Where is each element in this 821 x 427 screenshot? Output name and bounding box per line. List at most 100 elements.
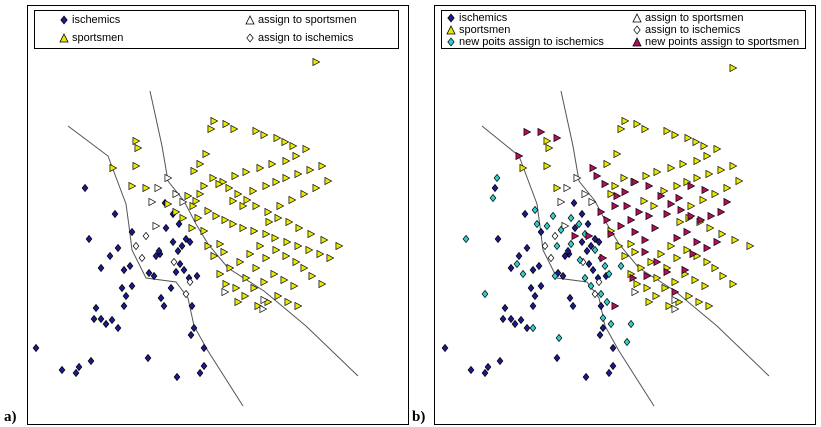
point-new-poits-assign-to-ischemics	[605, 269, 613, 279]
point-new-points-assign-to-sportsmen	[717, 207, 726, 217]
point-sportsmen	[256, 241, 265, 251]
point-sportsmen	[128, 181, 137, 191]
point-sportsmen	[216, 239, 225, 249]
legend-label: assign to ischemics	[258, 32, 354, 45]
point-sportsmen	[132, 161, 141, 171]
point-ischemics	[187, 330, 195, 340]
point-ischemics	[578, 209, 586, 219]
point-sportsmen	[673, 181, 682, 191]
point-sportsmen	[272, 177, 281, 187]
point-sportsmen	[703, 151, 712, 161]
point-new-points-assign-to-sportsmen	[601, 179, 610, 189]
point-ischemics	[531, 291, 539, 301]
legend-item-assign-to-ischemics: assign to ischemics	[245, 32, 353, 44]
point-new-poits-assign-to-ischemics	[529, 323, 537, 333]
point-sportsmen	[262, 229, 271, 239]
point-sportsmen	[188, 223, 197, 233]
point-ischemics	[523, 243, 531, 253]
point-sportsmen	[194, 213, 203, 223]
point-ischemics	[609, 361, 617, 371]
point-new-points-assign-to-sportsmen	[667, 199, 676, 209]
point-ischemics	[114, 243, 122, 253]
point-ischemics	[145, 268, 153, 278]
point-sportsmen	[271, 233, 280, 243]
point-sportsmen	[679, 159, 688, 169]
triangle-marker-icon	[632, 13, 642, 23]
point-sportsmen	[683, 245, 692, 255]
point-sportsmen	[318, 161, 327, 171]
point-ischemics	[120, 265, 128, 275]
point-sportsmen	[239, 223, 248, 233]
point-sportsmen	[306, 165, 315, 175]
point-sportsmen	[320, 235, 329, 245]
point-sportsmen	[308, 271, 317, 281]
point-sportsmen	[294, 169, 303, 179]
point-sportsmen	[134, 143, 143, 153]
point-ischemics	[106, 251, 114, 261]
point-sportsmen	[241, 291, 250, 301]
point-sportsmen	[280, 275, 289, 285]
point-sportsmen	[220, 247, 229, 257]
point-sportsmen	[260, 277, 269, 287]
point-sportsmen	[292, 151, 301, 161]
point-sportsmen	[260, 130, 269, 140]
point-ischemics	[114, 323, 122, 333]
point-new-points-assign-to-sportsmen	[663, 209, 672, 219]
point-sportsmen	[274, 213, 283, 223]
point-sportsmen	[627, 239, 636, 249]
point-new-points-assign-to-sportsmen	[571, 231, 580, 241]
point-new-poits-assign-to-ischemics	[557, 225, 565, 235]
point-sportsmen	[705, 169, 714, 179]
point-sportsmen	[192, 196, 201, 206]
point-ischemics	[169, 237, 177, 247]
point-new-points-assign-to-sportsmen	[641, 247, 650, 257]
point-assign-to-sportsmen	[581, 189, 590, 199]
point-ischemics	[176, 259, 184, 269]
point-new-points-assign-to-sportsmen	[693, 237, 702, 247]
point-sportsmen	[705, 301, 714, 311]
point-sportsmen	[305, 245, 314, 255]
point-ischemics	[582, 372, 590, 382]
point-sportsmen	[184, 191, 193, 201]
point-ischemics	[609, 343, 617, 353]
point-assign-to-sportsmen	[671, 304, 680, 314]
legend-a: ischemics assign to sportsmen sportsmen …	[34, 10, 399, 49]
point-ischemics	[75, 362, 83, 372]
point-sportsmen	[312, 57, 321, 67]
point-sportsmen	[202, 149, 211, 159]
point-ischemics	[111, 209, 119, 219]
point-assign-to-sportsmen	[557, 197, 566, 207]
legend-item-assign-to-sportsmen: assign to sportsmen	[632, 12, 743, 24]
point-ischemics	[537, 227, 545, 237]
point-new-points-assign-to-sportsmen	[611, 301, 620, 311]
point-sportsmen	[276, 201, 285, 211]
point-ischemics	[599, 323, 607, 333]
point-ischemics	[521, 209, 529, 219]
point-new-points-assign-to-sportsmen	[663, 267, 672, 277]
point-new-points-assign-to-sportsmen	[523, 127, 532, 137]
panel-label-b: b)	[412, 409, 426, 425]
point-ischemics	[108, 315, 116, 325]
point-ischemics	[501, 303, 509, 313]
point-sportsmen	[717, 165, 726, 175]
point-assign-to-ischemics	[170, 257, 178, 267]
point-new-points-assign-to-sportsmen	[597, 207, 606, 217]
point-sportsmen	[693, 173, 702, 183]
point-new-poits-assign-to-ischemics	[591, 245, 599, 255]
point-new-points-assign-to-sportsmen	[607, 229, 616, 239]
point-new-points-assign-to-sportsmen	[627, 215, 636, 225]
point-ischemics	[517, 315, 525, 325]
point-new-points-assign-to-sportsmen	[635, 207, 644, 217]
point-assign-to-ischemics	[551, 231, 559, 241]
point-ischemics	[494, 234, 502, 244]
point-ischemics	[566, 293, 574, 303]
point-sportsmen	[684, 133, 693, 143]
point-sportsmen	[256, 163, 265, 173]
point-assign-to-sportsmen	[179, 197, 188, 207]
point-ischemics	[126, 261, 134, 271]
point-new-points-assign-to-sportsmen	[701, 185, 710, 195]
point-ischemics	[175, 219, 183, 229]
point-sportsmen	[189, 201, 198, 211]
point-ischemics	[167, 283, 175, 293]
point-new-points-assign-to-sportsmen	[623, 201, 632, 211]
